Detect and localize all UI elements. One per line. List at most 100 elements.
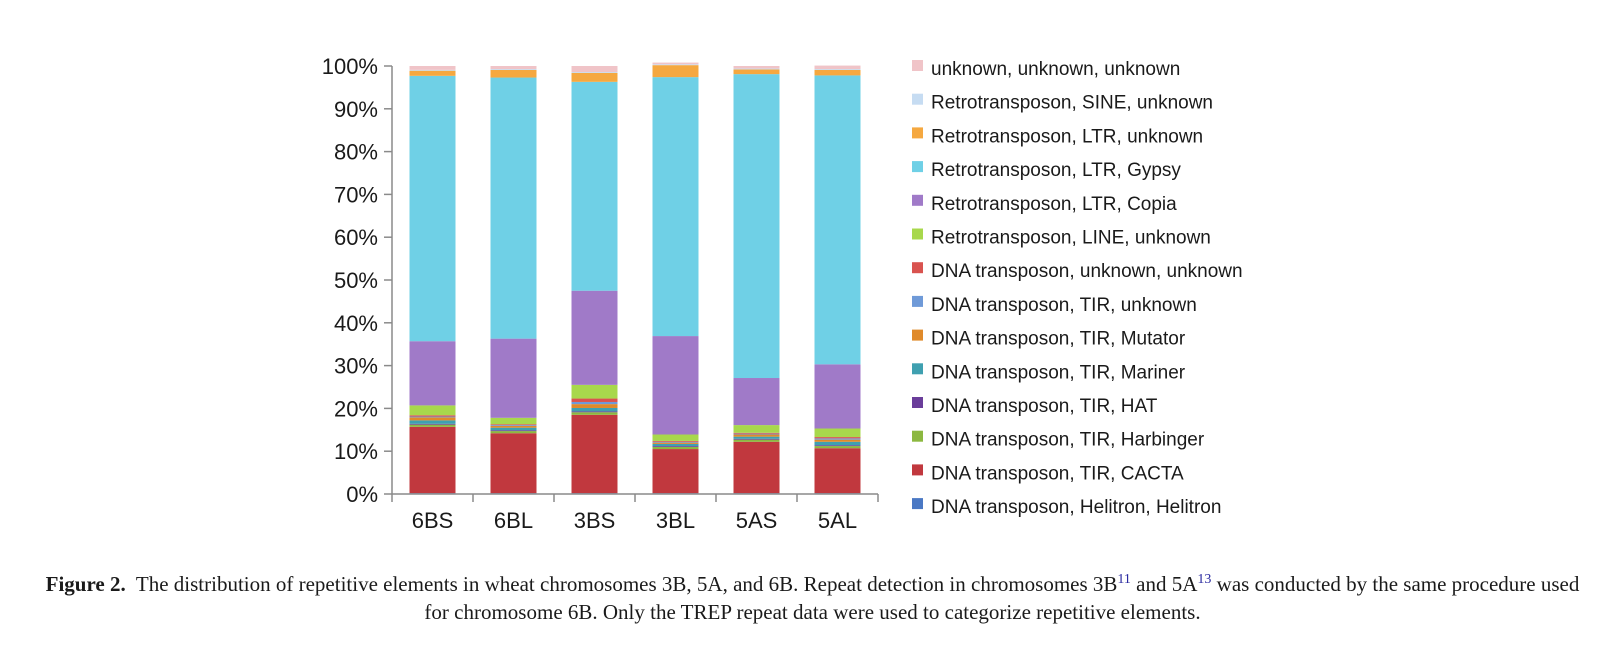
y-tick-label: 50% <box>334 268 378 293</box>
bar-segment <box>733 433 780 435</box>
stacked-bar-chart: 0% 10% 20% 30% 40% 50% 60% 70% 80% 90% 100% 6BS 6BL… <box>322 54 1243 533</box>
bar-segment <box>652 442 699 444</box>
bar-segment <box>409 70 456 76</box>
bar-segment <box>733 439 780 442</box>
bar-segment <box>490 427 537 431</box>
bar-segment <box>490 338 537 418</box>
bar-segment <box>490 430 537 432</box>
bar-segment <box>490 77 537 339</box>
bar-segment <box>652 443 699 447</box>
legend-swatch <box>912 161 923 173</box>
bar-segment <box>652 336 699 435</box>
bar-segment <box>733 425 780 433</box>
bar-segment <box>733 436 780 439</box>
bar-segment <box>409 423 456 425</box>
bar-segment <box>571 71 618 73</box>
bar-segment <box>814 441 861 446</box>
bar-segment <box>571 384 618 399</box>
bar-segment <box>814 446 861 449</box>
legend-swatch <box>912 60 923 71</box>
y-tick-label: 0% <box>346 482 378 507</box>
bar-segment <box>733 434 780 437</box>
bar-segment <box>652 77 699 337</box>
bar-segment <box>814 428 861 438</box>
legend-swatch <box>912 329 923 341</box>
bar-segment <box>409 75 456 342</box>
legend-label: DNA transposon, TIR, CACTA <box>931 463 1184 484</box>
legend-swatch <box>912 262 923 274</box>
bar-segment <box>733 438 780 440</box>
legend-label: Retrotransposon, LTR, Copia <box>931 194 1177 215</box>
bar-segment <box>814 69 861 76</box>
legend-label: Retrotransposon, LTR, Gypsy <box>931 160 1181 181</box>
y-tick-label: 80% <box>334 140 378 165</box>
legend-label: DNA transposon, TIR, Mutator <box>931 329 1186 350</box>
bar-segment <box>409 69 456 71</box>
bar-segment <box>571 404 618 408</box>
legend-swatch <box>912 498 923 510</box>
y-tick-label: 30% <box>334 354 378 379</box>
bar-segment <box>652 64 699 66</box>
bar-segment <box>652 446 699 447</box>
bar-segment <box>814 364 861 429</box>
bar-segment <box>490 417 537 425</box>
figure-caption: Figure 2. The distribution of repetitive… <box>40 566 1585 626</box>
bar-segment <box>733 378 780 426</box>
bar-segment <box>571 290 618 385</box>
caption-ref-2: 13 <box>1197 572 1212 587</box>
bar-segment <box>409 424 456 427</box>
bar-segment <box>733 441 780 494</box>
bar-segment <box>409 426 456 494</box>
bars <box>409 62 861 494</box>
x-tick-label: 5AL <box>818 508 857 533</box>
bar-segment <box>652 62 699 65</box>
x-tick-label: 6BS <box>412 508 454 533</box>
bar-segment <box>652 441 699 443</box>
bar-segment <box>733 66 780 69</box>
bar-segment <box>571 72 618 82</box>
bar-segment <box>814 65 861 69</box>
bar-segment <box>409 66 456 70</box>
bar-segment <box>490 424 537 426</box>
bar-segment <box>733 74 780 379</box>
bar-segment <box>814 448 861 494</box>
bar-segment <box>571 412 618 415</box>
bar-segment <box>571 407 618 412</box>
bar-segment <box>733 432 780 434</box>
bar-segment <box>652 440 699 442</box>
bar-segment <box>409 416 456 418</box>
bar-segment <box>409 405 456 416</box>
bar-segment <box>733 69 780 75</box>
caption-text-3: was conducted by the same procedure used… <box>424 572 1580 624</box>
legend-label: DNA transposon, TIR, unknown <box>931 295 1197 316</box>
y-tick-label: 70% <box>334 182 378 207</box>
legend-label: DNA transposon, TIR, Mariner <box>931 362 1186 383</box>
bar-segment <box>814 439 861 442</box>
bar-segment <box>490 431 537 434</box>
bar-segment <box>490 433 537 494</box>
bar-segment <box>571 414 618 494</box>
bar-segment <box>571 411 618 413</box>
caption-label: Figure 2. <box>45 572 126 596</box>
bar-segment <box>571 81 618 291</box>
legend-swatch <box>912 228 923 240</box>
legend-swatch <box>912 464 923 476</box>
bar-segment <box>814 75 861 365</box>
y-tick-label: 90% <box>334 97 378 122</box>
legend-swatch <box>912 127 923 139</box>
legend-label: DNA transposon, TIR, Harbinger <box>931 430 1205 451</box>
bar-segment <box>652 449 699 494</box>
bar-segment <box>490 69 537 78</box>
legend-swatch <box>912 430 923 442</box>
bar-segment <box>733 68 780 70</box>
legend-swatch <box>912 397 923 408</box>
bar-segment <box>652 65 699 78</box>
y-axis: 0% 10% 20% 30% 40% 50% 60% 70% 80% 90% 100% <box>322 54 393 507</box>
bar-segment <box>814 445 861 447</box>
bar-segment <box>490 425 537 426</box>
bar-segment <box>814 68 861 70</box>
x-tick-label: 5AS <box>736 508 778 533</box>
bar-segment <box>652 446 699 450</box>
bar-segment <box>409 415 456 417</box>
legend-label: DNA transposon, unknown, unknown <box>931 261 1243 282</box>
